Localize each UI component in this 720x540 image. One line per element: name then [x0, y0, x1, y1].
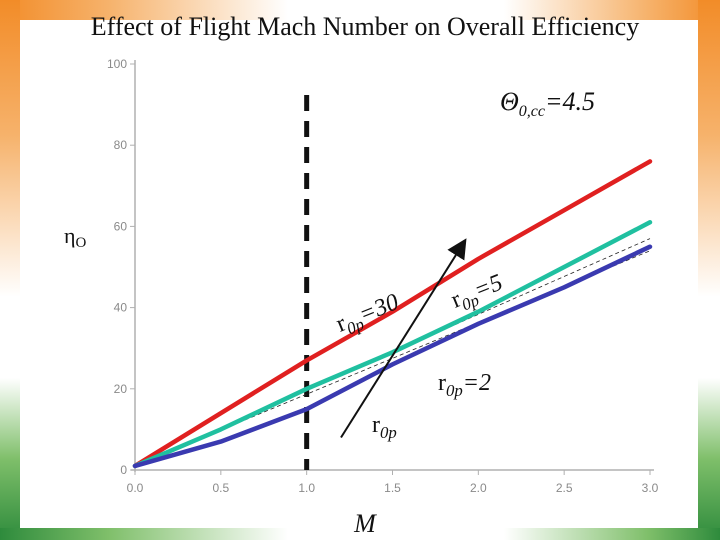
series-label-3: r0p=2 [438, 370, 491, 400]
series-label-1: r0p=30 [333, 289, 404, 341]
series-label-1-suffix: =30 [355, 289, 402, 328]
plot-background [20, 20, 698, 528]
x-tick-label: 1.5 [384, 481, 401, 495]
x-tick-label: 3.0 [642, 481, 659, 495]
series-label-2-sub: 0p [459, 290, 482, 314]
annotation-theta-value: =4.5 [545, 87, 595, 116]
chart-title: Effect of Flight Mach Number on Overall … [90, 12, 640, 41]
y-tick-label: 20 [114, 382, 128, 396]
arrow-label-sub: 0p [380, 423, 397, 442]
decorative-border-left [0, 0, 20, 540]
y-tick-label: 80 [114, 138, 128, 152]
chart-marks [132, 95, 653, 470]
series-line-2 [132, 220, 653, 469]
annotation-theta: Θ0,cc=4.5 [500, 87, 595, 120]
y-axis-label-sub: O [76, 235, 87, 251]
decorative-border-bottom [0, 528, 720, 540]
arrow-label-prefix: r [372, 412, 380, 438]
series-label-3-prefix: r [438, 370, 446, 396]
axes: 100 80 60 40 20 00.0 0.5 1.0 1.5 2.0 2.5 3.0 [107, 57, 659, 495]
increase-arrow [340, 238, 467, 439]
decorative-border-right [698, 0, 720, 540]
x-tick-label: 0.0 [127, 481, 144, 495]
y-tick-label: 40 [114, 301, 128, 315]
decorative-border-top [0, 0, 720, 20]
y-tick-label: 60 [114, 219, 128, 233]
series-line-3 [132, 244, 653, 469]
y-axis-label: ηO [64, 223, 87, 251]
x-tick-label: 2.0 [470, 481, 487, 495]
arrow-label: r0p [372, 412, 397, 442]
series-label-3-sub: 0p [446, 381, 463, 400]
x-tick-label: 1.0 [298, 481, 315, 495]
series-label-1-sub: 0p [344, 314, 367, 338]
series-label-3-suffix: =2 [463, 370, 491, 396]
annotation-theta-main: Θ [500, 87, 519, 116]
y-tick-label: 100 [107, 57, 127, 71]
x-tick-label: 2.5 [556, 481, 573, 495]
series-line-1 [132, 159, 653, 469]
annotation-theta-sub: 0,cc [519, 103, 545, 120]
y-axis-label-main: η [64, 223, 76, 248]
y-tick-label: 0 [120, 463, 127, 477]
x-tick-label: 0.5 [212, 481, 229, 495]
x-axis-label: M [353, 509, 377, 538]
